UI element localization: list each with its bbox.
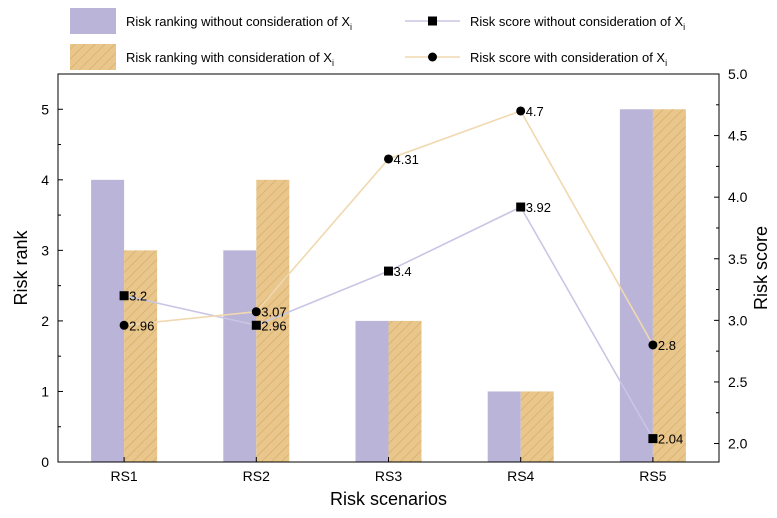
bar-with-rs5	[653, 109, 686, 462]
right-tick-label: 4.5	[728, 128, 748, 144]
right-tick-label: 3.5	[728, 251, 748, 267]
left-tick-label: 4	[41, 172, 49, 188]
marker-square-rs5	[648, 434, 657, 443]
bar-without-rs3	[356, 321, 389, 462]
bar-without-rs1	[91, 180, 124, 462]
data-label-without-rs5: 2.04	[658, 432, 683, 447]
legend-label-score-with: Risk score with consideration of Xi	[470, 50, 667, 68]
right-tick-label: 3.0	[728, 312, 748, 328]
marker-circle-rs5	[648, 340, 657, 349]
legend-label-ranking-with: Risk ranking with consideration of Xi	[126, 50, 334, 68]
bar-with-rs4	[521, 391, 554, 462]
bar-with-rs3	[389, 321, 422, 462]
legend-marker-score-with	[428, 53, 437, 62]
data-label-without-rs1: 3.2	[129, 289, 147, 304]
bar-with-rs1	[124, 250, 157, 462]
marker-square-rs2	[252, 321, 261, 330]
bar-without-rs2	[223, 250, 256, 462]
x-tick-label-rs2: RS2	[243, 468, 270, 484]
marker-circle-rs4	[516, 106, 525, 115]
left-tick-label: 1	[41, 383, 49, 399]
data-label-with-rs5: 2.8	[658, 338, 676, 353]
x-tick-label-rs1: RS1	[110, 468, 137, 484]
data-label-with-rs3: 4.31	[394, 152, 419, 167]
right-tick-label: 5.0	[728, 66, 748, 82]
right-tick-label: 4.0	[728, 189, 748, 205]
marker-circle-rs2	[252, 307, 261, 316]
legend: Risk ranking without consideration of Xi…	[70, 8, 685, 70]
legend-swatch-ranking-without	[70, 8, 116, 34]
right-tick-label: 2.0	[728, 436, 748, 452]
x-tick-label-rs5: RS5	[639, 468, 666, 484]
marker-square-rs3	[384, 267, 393, 276]
bar-without-rs4	[488, 391, 521, 462]
left-tick-label: 5	[41, 101, 49, 117]
x-tick-label-rs3: RS3	[375, 468, 402, 484]
data-label-without-rs4: 3.92	[526, 200, 551, 215]
data-label-with-rs1: 2.96	[129, 318, 154, 333]
legend-label-score-without: Risk score without consideration of Xi	[470, 14, 685, 32]
data-label-with-rs2: 3.07	[261, 305, 286, 320]
marker-square-rs4	[516, 203, 525, 212]
marker-circle-rs1	[120, 321, 129, 330]
legend-marker-score-without	[428, 17, 437, 26]
marker-circle-rs3	[384, 154, 393, 163]
legend-label-ranking-without: Risk ranking without consideration of Xi	[126, 14, 352, 32]
left-tick-label: 2	[41, 313, 49, 329]
x-tick-label-rs4: RS4	[507, 468, 534, 484]
left-tick-label: 3	[41, 242, 49, 258]
data-label-without-rs2: 2.96	[261, 318, 286, 333]
data-label-with-rs4: 4.7	[526, 104, 544, 119]
legend-swatch-ranking-with	[70, 44, 116, 70]
x-axis-title: Risk scenarios	[330, 489, 447, 509]
marker-square-rs1	[120, 291, 129, 300]
right-tick-label: 2.5	[728, 374, 748, 390]
line-score-with	[124, 111, 653, 345]
left-axis-title: Risk rank	[11, 229, 31, 305]
right-axis-title: Risk score	[751, 226, 771, 310]
data-label-without-rs3: 3.4	[394, 264, 412, 279]
left-tick-label: 0	[41, 454, 49, 470]
